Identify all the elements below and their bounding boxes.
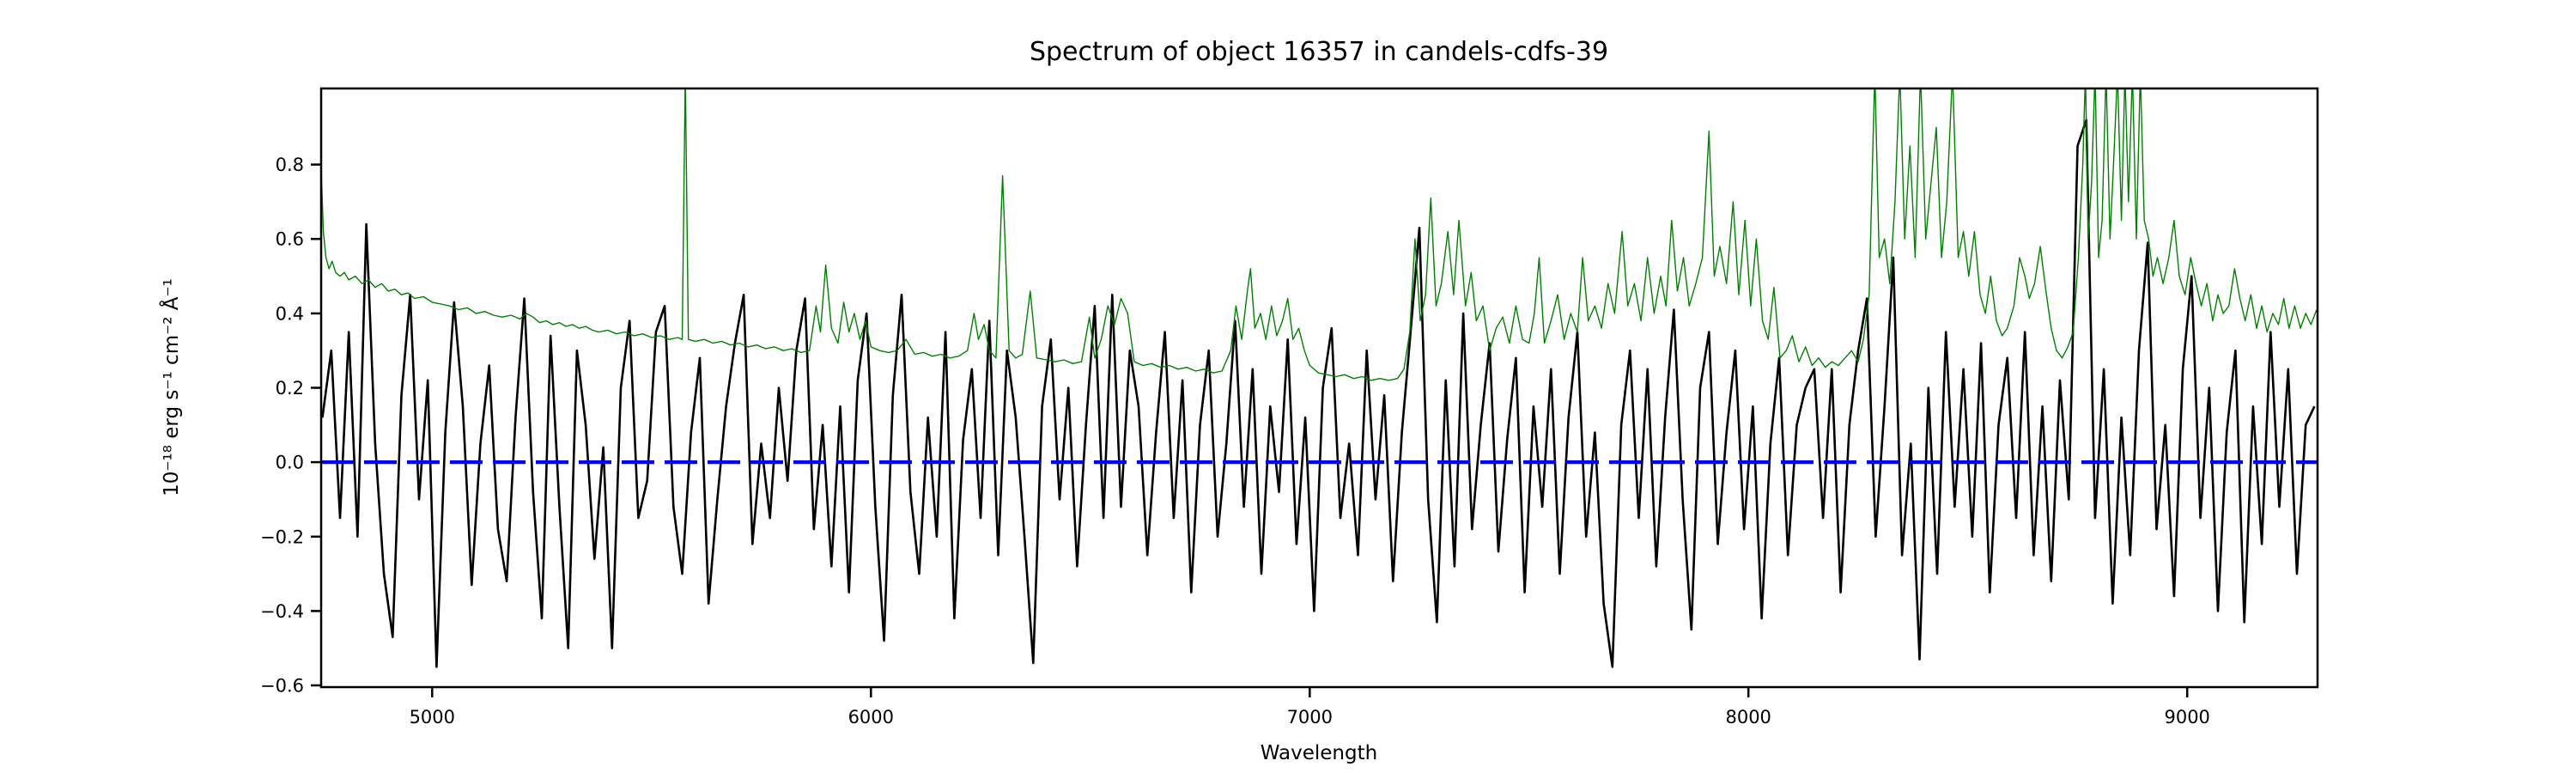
chart-title: Spectrum of object 16357 in candels-cdfs…	[1030, 37, 1608, 67]
flux-series-line	[321, 119, 2316, 668]
x-tick-label: 7000	[1287, 707, 1333, 727]
plot-area	[321, 88, 2318, 687]
y-tick-label: 0.8	[276, 155, 304, 175]
y-tick-label: −0.2	[260, 526, 304, 547]
y-tick-label: 0.6	[276, 229, 304, 250]
y-tick-label: 0.4	[276, 303, 304, 324]
x-tick-label: 6000	[848, 707, 894, 727]
x-axis-label: Wavelength	[1261, 742, 1377, 764]
x-tick-label: 8000	[1725, 707, 1771, 727]
ticks-group: 5000 6000 7000 8000 9000 −0.6 −0.4 −0.2 0.0 0.2 0.…	[260, 155, 2210, 727]
x-tick-label: 5000	[410, 707, 455, 727]
y-tick-label: −0.4	[260, 601, 304, 622]
y-tick-label: −0.6	[260, 676, 304, 697]
series-group	[321, 88, 2318, 668]
y-tick-label: 0.0	[276, 453, 304, 473]
y-tick-label: 0.2	[276, 378, 304, 399]
x-tick-label: 9000	[2164, 707, 2209, 727]
noise-series-line	[321, 88, 2318, 381]
y-axis-label: 10⁻¹⁸ erg s⁻¹ cm⁻² Å⁻¹	[159, 278, 183, 496]
